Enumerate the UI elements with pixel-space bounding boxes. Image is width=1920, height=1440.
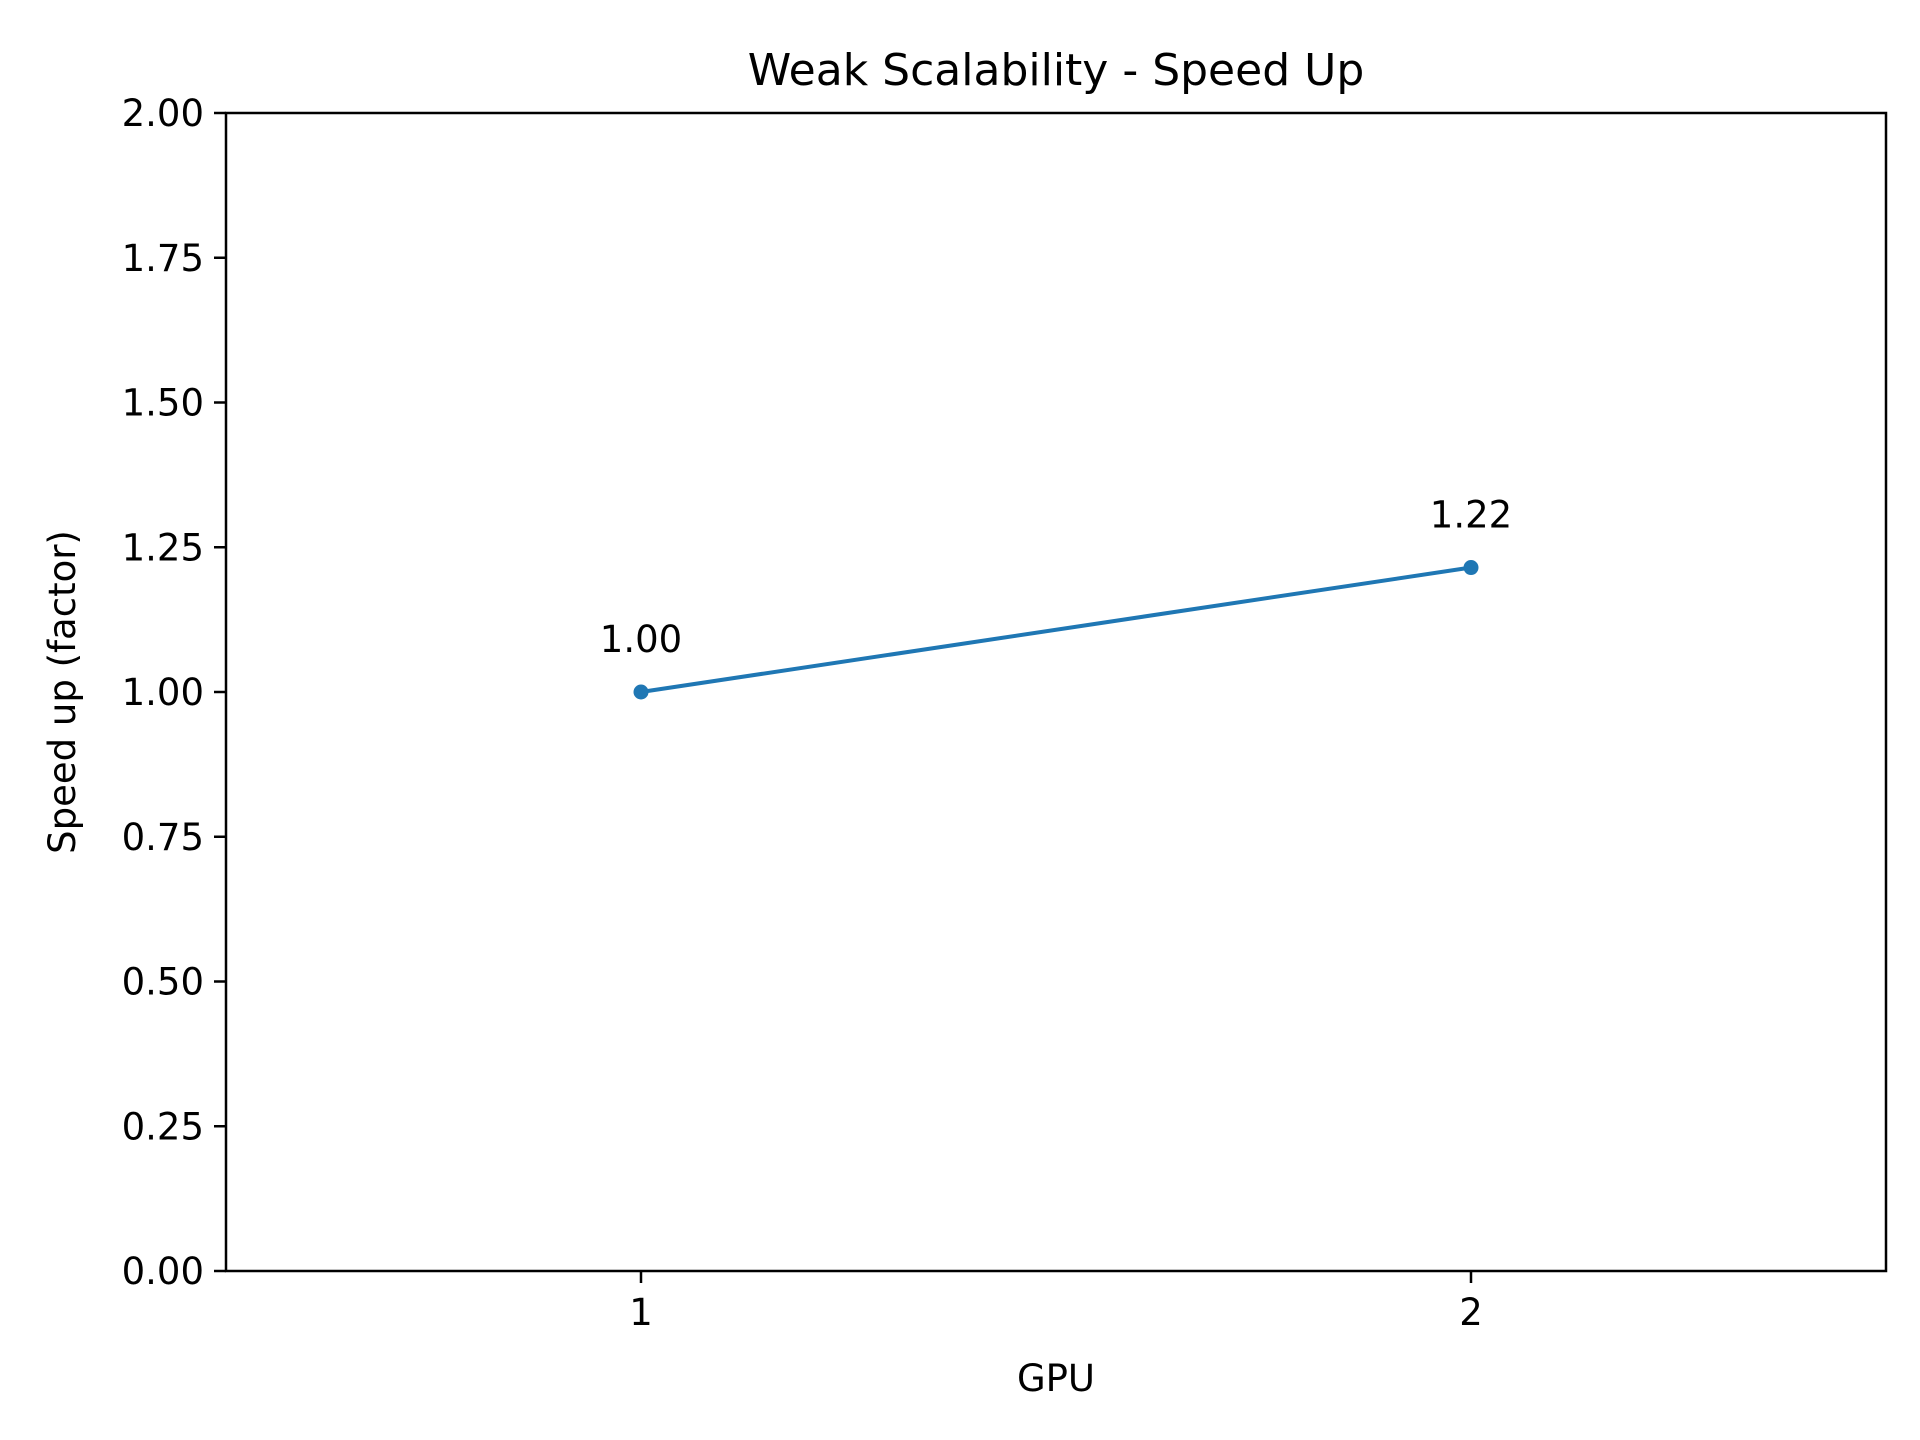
y-axis-label: Speed up (factor) [41,530,84,854]
data-point [633,684,649,700]
series-layer: 1.00 1.22 [600,494,1512,700]
y-tick-label: 1.00 [122,671,204,714]
data-point [1463,560,1479,576]
y-tick-label: 2.00 [122,92,204,135]
chart-title: Weak Scalability - Speed Up [748,45,1365,96]
x-tick-label: 1 [629,1291,653,1334]
data-label: 1.00 [600,618,682,661]
x-tick-label: 2 [1459,1291,1483,1334]
data-label: 1.22 [1430,494,1512,537]
plot-area-frame [224,111,1888,1273]
y-tick-label: 1.75 [122,237,204,280]
y-tick-label: 1.50 [122,382,204,425]
y-tick-label: 1.25 [122,526,204,569]
y-axis: 0.00 0.25 0.50 0.75 1.00 1.25 1.50 1.75 2.00 [122,92,226,1293]
series-line [640,565,1472,694]
y-tick-label: 0.75 [122,816,204,859]
x-axis-label: GPU [1017,1357,1095,1400]
y-tick-label: 0.25 [122,1105,204,1148]
y-tick-label: 0.00 [122,1250,204,1293]
y-tick-label: 0.50 [122,961,204,1004]
